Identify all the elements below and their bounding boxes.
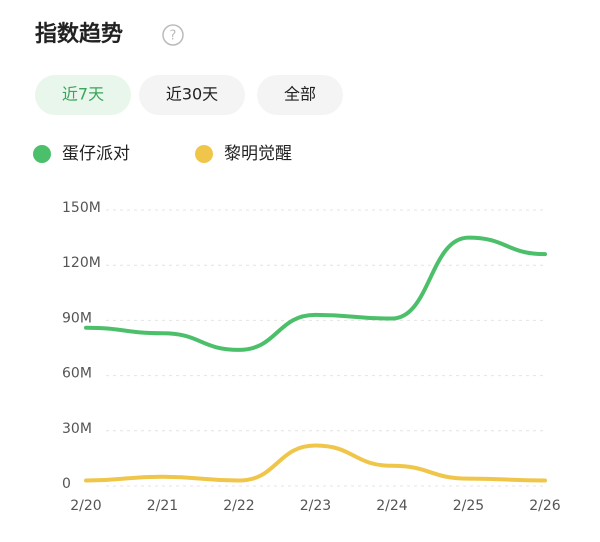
y-tick-label: 60M	[62, 366, 92, 382]
tab-bg[interactable]	[257, 75, 343, 115]
tab[interactable]: 近7天	[62, 85, 104, 104]
svg-text:?: ?	[170, 29, 177, 44]
y-tick-label: 150M	[62, 200, 101, 216]
series-line	[84, 443, 547, 483]
tab[interactable]: 近30天	[166, 85, 218, 104]
y-tick-label: 120M	[62, 255, 101, 271]
legend-dot	[33, 145, 51, 163]
help-icon[interactable]: ?	[162, 24, 184, 46]
legend-dot	[195, 145, 213, 163]
x-tick-label: 2/20	[70, 498, 101, 514]
legend-label: 黎明觉醒	[224, 144, 292, 164]
legend-label: 蛋仔派对	[62, 144, 130, 164]
tab-bg[interactable]	[139, 75, 245, 115]
x-tick-label: 2/25	[453, 498, 484, 514]
page-title: 指数趋势	[35, 21, 123, 47]
tab-bg[interactable]	[35, 75, 131, 115]
y-tick-label: 30M	[62, 421, 92, 437]
series-line	[84, 235, 547, 352]
x-tick-label: 2/21	[147, 498, 178, 514]
y-tick-label: 90M	[62, 310, 92, 326]
x-tick-label: 2/22	[223, 498, 254, 514]
tab[interactable]: 全部	[284, 85, 316, 104]
x-tick-label: 2/23	[300, 498, 331, 514]
y-tick-label: 0	[62, 476, 71, 492]
x-tick-label: 2/24	[376, 498, 408, 514]
x-tick-label: 2/26	[529, 498, 561, 514]
